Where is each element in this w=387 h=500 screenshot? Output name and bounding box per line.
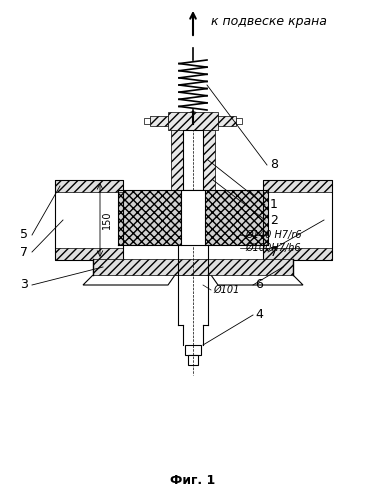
Text: 2: 2 <box>270 214 278 226</box>
Bar <box>263 248 332 260</box>
Text: 7: 7 <box>20 246 28 258</box>
Bar <box>263 180 332 192</box>
Bar <box>203 130 215 190</box>
Bar <box>55 180 123 260</box>
Bar <box>185 345 201 355</box>
Text: 6: 6 <box>255 278 263 291</box>
Bar <box>181 190 205 245</box>
Text: Ø101: Ø101 <box>213 285 240 295</box>
Bar <box>118 190 181 245</box>
Bar <box>168 112 218 130</box>
Text: 1: 1 <box>270 198 278 211</box>
Text: Фиг. 1: Фиг. 1 <box>170 474 216 486</box>
Bar <box>183 130 203 190</box>
Text: Ø140 H7/r6: Ø140 H7/r6 <box>245 230 301 240</box>
Bar <box>218 116 236 126</box>
Text: Ø100H7/h6: Ø100H7/h6 <box>245 243 301 253</box>
Text: 5: 5 <box>20 228 28 241</box>
Text: 8: 8 <box>270 158 278 172</box>
Bar <box>263 180 332 260</box>
Bar <box>188 355 198 365</box>
Text: 4: 4 <box>255 308 263 322</box>
Bar <box>144 118 150 124</box>
Bar <box>205 190 268 245</box>
Text: 7: 7 <box>270 246 278 258</box>
Text: 3: 3 <box>20 278 28 291</box>
Bar <box>236 118 242 124</box>
Bar <box>171 130 183 190</box>
Bar <box>93 259 293 275</box>
Bar <box>150 116 168 126</box>
Bar <box>55 180 123 192</box>
Bar <box>55 248 123 260</box>
Text: к подвеске крана: к подвеске крана <box>211 16 327 28</box>
Text: 150: 150 <box>102 211 112 229</box>
